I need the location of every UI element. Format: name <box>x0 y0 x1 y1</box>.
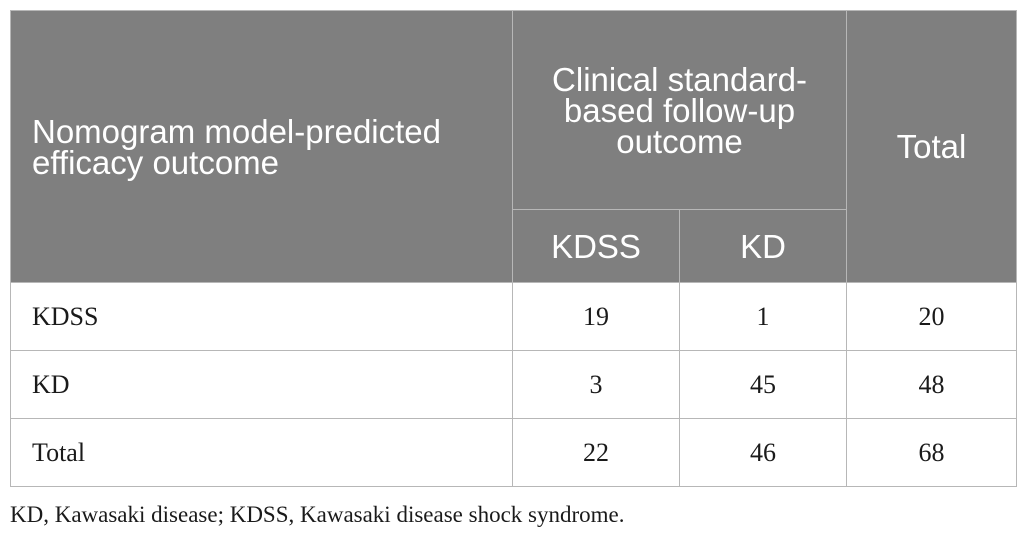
table-row: KD 3 45 48 <box>10 350 1018 419</box>
row-header-label: Nomogram model-predicted efficacy outcom… <box>10 10 513 283</box>
cell-value: 46 <box>678 418 848 487</box>
group-header-label: Clinical standard-based follow-up outcom… <box>511 10 848 210</box>
confusion-table-container: Nomogram model-predicted efficacy outcom… <box>10 10 1018 487</box>
confusion-table: Nomogram model-predicted efficacy outcom… <box>10 10 1018 487</box>
cell-total: 68 <box>846 418 1018 487</box>
sub-header-kdss: KDSS <box>512 209 680 283</box>
cell-value: 22 <box>512 418 680 487</box>
row-label: KDSS <box>10 282 513 351</box>
sub-header-kd: KD <box>678 209 848 283</box>
cell-value: 1 <box>678 282 848 351</box>
table-row: Total 22 46 68 <box>10 418 1018 487</box>
row-label: Total <box>10 418 513 487</box>
row-label: KD <box>10 350 513 419</box>
table-body: KDSS 19 1 20 KD 3 45 48 Total 22 46 68 <box>10 282 1018 487</box>
cell-total: 48 <box>846 350 1018 419</box>
table-row: KDSS 19 1 20 <box>10 282 1018 351</box>
table-footnote: KD, Kawasaki disease; KDSS, Kawasaki dis… <box>10 502 625 527</box>
cell-value: 3 <box>512 350 680 419</box>
table-header: Nomogram model-predicted efficacy outcom… <box>10 10 1018 283</box>
cell-value: 45 <box>678 350 848 419</box>
cell-total: 20 <box>846 282 1018 351</box>
total-header-label: Total <box>846 10 1018 283</box>
cell-value: 19 <box>512 282 680 351</box>
